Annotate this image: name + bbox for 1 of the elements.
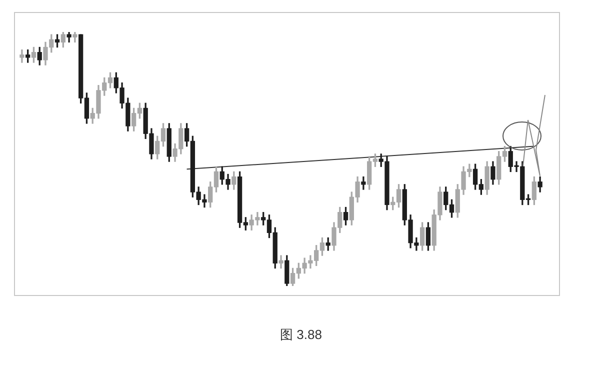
caption: 图 3.88 [279, 326, 323, 344]
